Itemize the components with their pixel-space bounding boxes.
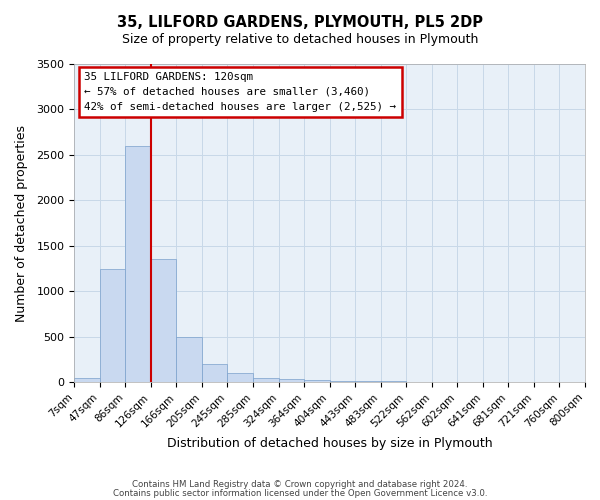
Text: Contains HM Land Registry data © Crown copyright and database right 2024.: Contains HM Land Registry data © Crown c… (132, 480, 468, 489)
Bar (100, 270, 125, 382)
Bar (151, 260, 176, 382)
Bar (355, 381, 380, 382)
Bar (74, 378, 100, 382)
Bar (380, 381, 406, 382)
Y-axis label: Number of detached properties: Number of detached properties (15, 124, 28, 322)
Bar (253, 378, 278, 382)
Text: Contains public sector information licensed under the Open Government Licence v3: Contains public sector information licen… (113, 489, 487, 498)
Text: 35, LILFORD GARDENS, PLYMOUTH, PL5 2DP: 35, LILFORD GARDENS, PLYMOUTH, PL5 2DP (117, 15, 483, 30)
Bar (176, 336, 202, 382)
Bar (227, 373, 253, 382)
X-axis label: Distribution of detached houses by size in Plymouth: Distribution of detached houses by size … (167, 437, 493, 450)
Text: Size of property relative to detached houses in Plymouth: Size of property relative to detached ho… (122, 32, 478, 46)
Text: 35 LILFORD GARDENS: 120sqm
← 57% of detached houses are smaller (3,460)
42% of s: 35 LILFORD GARDENS: 120sqm ← 57% of deta… (85, 72, 397, 112)
Bar (278, 380, 304, 382)
Bar (304, 380, 329, 382)
Bar (125, 146, 151, 382)
Bar (202, 364, 227, 382)
Bar (329, 380, 355, 382)
